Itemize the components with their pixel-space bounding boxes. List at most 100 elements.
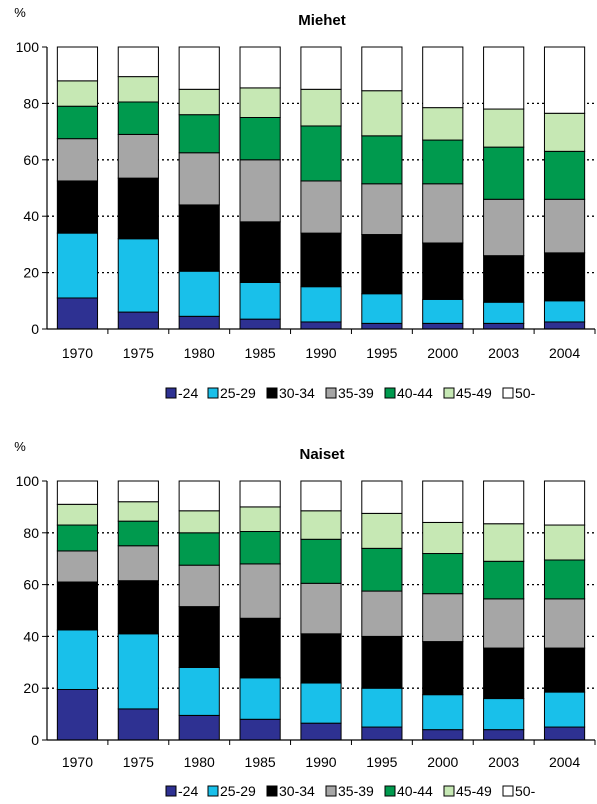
bar-segment-45-49 (361, 90, 403, 137)
bar-segment-40-44 (117, 520, 159, 547)
bar-segment-40-44 (239, 117, 281, 161)
y-tick-label: 100 (16, 473, 40, 489)
bar-segment--24 (422, 322, 464, 330)
bar-segment-35-39 (483, 598, 525, 649)
bar-segment-30-34 (300, 232, 342, 288)
x-tick-label: 1970 (62, 345, 93, 361)
bar-segment--24 (300, 722, 342, 741)
x-tick-label: 1975 (123, 754, 154, 770)
legend-label: 40-44 (397, 783, 433, 799)
bar-segment-30-34 (543, 252, 586, 302)
y-tick-label: 60 (23, 152, 39, 168)
bar-segment-35-39 (239, 563, 281, 619)
bar-segment-30-34 (117, 580, 159, 635)
bar-segment--24 (300, 321, 342, 330)
legend-swatch-25-29 (207, 785, 219, 797)
legend-swatch-35-39 (325, 387, 337, 399)
x-tick-label: 1995 (366, 345, 397, 361)
bar-segment-45-49 (117, 501, 159, 522)
bar-segment-35-39 (300, 180, 342, 234)
chart-title: Naiset (299, 446, 344, 463)
bar-segment-45-49 (117, 76, 159, 103)
bar-segment-40-44 (422, 139, 464, 185)
bar-segment-25-29 (239, 677, 281, 720)
x-tick-label: 2000 (427, 754, 458, 770)
y-axis-label: % (14, 439, 26, 454)
legend-label: -24 (178, 783, 198, 799)
legend-label: 25-29 (220, 385, 256, 401)
x-tick-label: 2003 (488, 345, 519, 361)
bar-segment-35-39 (422, 183, 464, 244)
bar-segment-25-29 (117, 633, 159, 710)
bar-segment-45-49 (483, 523, 525, 562)
x-tick-label: 1985 (245, 345, 276, 361)
y-tick-label: 40 (23, 628, 39, 644)
legend-swatch-30-34 (266, 785, 278, 797)
x-tick-label: 1975 (123, 345, 154, 361)
bar-segment-45-49 (422, 107, 464, 141)
bar-segment-45-49 (300, 510, 342, 540)
bar-segment-40-44 (361, 135, 403, 185)
bar-segment-25-29 (178, 666, 220, 716)
bar-segment-30-34 (239, 617, 281, 679)
x-tick-label: 1980 (184, 754, 215, 770)
bar-segment-40-44 (543, 150, 586, 200)
bar-segment-25-29 (300, 286, 342, 323)
legend-label: 45-49 (456, 783, 492, 799)
bar-segment-30-34 (56, 180, 99, 234)
bar-segment--24 (178, 315, 220, 330)
legend-swatch-30-34 (266, 387, 278, 399)
bar-segment-35-39 (239, 159, 281, 223)
x-tick-label: 1980 (184, 345, 215, 361)
bar-segment-35-39 (543, 598, 586, 649)
bar-segment-30-34 (361, 635, 403, 689)
x-tick-label: 2000 (427, 345, 458, 361)
bar-segment--24 (117, 311, 159, 330)
bar-segment--24 (543, 726, 586, 741)
legend-swatch-50- (502, 387, 514, 399)
bar-segment-50- (422, 46, 464, 109)
bar-segment-30-34 (56, 581, 99, 631)
bar-segment-50- (117, 480, 159, 503)
bar-segment-50- (239, 480, 281, 508)
bar-segment-30-34 (178, 204, 220, 272)
bar-segment-45-49 (56, 80, 99, 107)
bar-segment-50- (117, 46, 159, 78)
y-tick-label: 0 (31, 732, 39, 748)
bar-segment-50- (422, 480, 464, 523)
x-tick-label: 2004 (549, 754, 580, 770)
bar-segment-40-44 (422, 553, 464, 595)
bar-segment-30-34 (178, 606, 220, 668)
bar-segment-45-49 (300, 88, 342, 127)
y-tick-label: 60 (23, 577, 39, 593)
legend: -24 25-29 30-34 35-39 40-44 45-49 50- (165, 385, 536, 401)
bar-segment-40-44 (239, 531, 281, 565)
bar-segment-35-39 (422, 593, 464, 643)
bar-segment-30-34 (117, 177, 159, 240)
bar-segment-25-29 (361, 687, 403, 728)
y-tick-label: 80 (23, 95, 39, 111)
bar-segment-35-39 (300, 582, 342, 635)
bar-segment-45-49 (483, 108, 525, 148)
legend-swatch-40-44 (384, 387, 396, 399)
legend-label: 50- (515, 385, 536, 401)
bar-segment-40-44 (56, 105, 99, 140)
bar-segment-45-49 (178, 510, 220, 534)
bar-segment-25-29 (178, 270, 220, 317)
bar-segment--24 (178, 714, 220, 741)
bar-segment--24 (239, 318, 281, 330)
bar-segment--24 (483, 322, 525, 330)
legend-swatch-45-49 (443, 785, 455, 797)
legend-label: 50- (515, 783, 536, 799)
bar-segment-35-39 (483, 198, 525, 257)
bar-segment-50- (239, 46, 281, 89)
bar-segment-50- (361, 480, 403, 514)
bar-segment-35-39 (543, 198, 586, 254)
bar-segment-25-29 (422, 694, 464, 731)
bar-segment-45-49 (239, 87, 281, 118)
legend: -24 25-29 30-34 35-39 40-44 45-49 50- (165, 783, 536, 799)
bar-segment-25-29 (543, 300, 586, 323)
bar-segment-35-39 (178, 152, 220, 206)
bar-segment-25-29 (117, 238, 159, 313)
